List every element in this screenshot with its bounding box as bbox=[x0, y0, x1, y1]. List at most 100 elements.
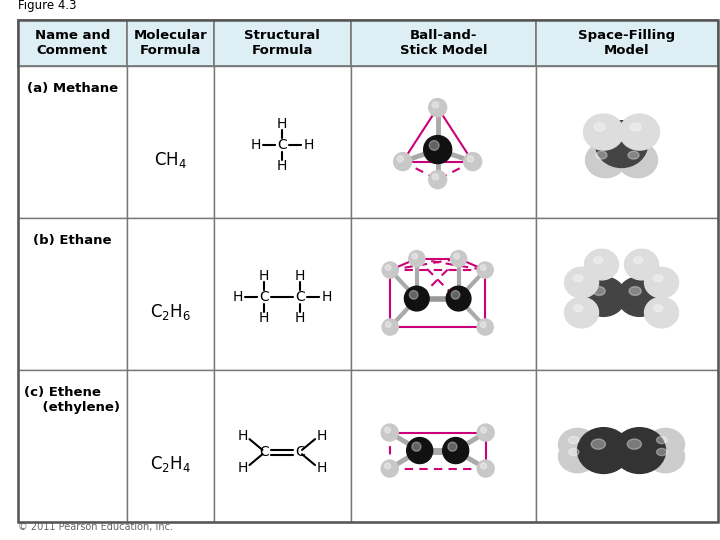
Ellipse shape bbox=[591, 439, 606, 449]
Ellipse shape bbox=[594, 123, 605, 131]
Text: H: H bbox=[317, 461, 327, 475]
Bar bbox=[214, 370, 351, 522]
Ellipse shape bbox=[657, 448, 667, 456]
Text: —: — bbox=[263, 138, 276, 151]
Circle shape bbox=[432, 174, 438, 180]
Bar bbox=[18, 66, 127, 218]
Circle shape bbox=[480, 322, 486, 327]
Text: H: H bbox=[277, 117, 287, 131]
Ellipse shape bbox=[627, 439, 642, 449]
Circle shape bbox=[477, 460, 494, 477]
Bar bbox=[18, 20, 127, 66]
Text: Molecular
Formula: Molecular Formula bbox=[133, 29, 207, 57]
Bar bbox=[127, 370, 214, 522]
Circle shape bbox=[382, 319, 398, 335]
Ellipse shape bbox=[593, 257, 603, 264]
Bar bbox=[214, 218, 351, 370]
Text: H: H bbox=[238, 429, 248, 443]
Text: Name and
Comment: Name and Comment bbox=[35, 29, 110, 57]
Circle shape bbox=[412, 442, 421, 451]
Bar bbox=[18, 218, 127, 370]
Ellipse shape bbox=[593, 287, 606, 295]
Text: —: — bbox=[289, 138, 302, 151]
Circle shape bbox=[467, 156, 474, 162]
Circle shape bbox=[451, 291, 460, 299]
Circle shape bbox=[381, 460, 398, 477]
Circle shape bbox=[385, 265, 391, 271]
Circle shape bbox=[384, 427, 390, 433]
Text: Figure 4.3: Figure 4.3 bbox=[18, 0, 76, 12]
Circle shape bbox=[429, 140, 439, 150]
Bar bbox=[214, 20, 351, 66]
Ellipse shape bbox=[654, 305, 663, 312]
Bar bbox=[351, 370, 536, 522]
Ellipse shape bbox=[577, 428, 629, 474]
Circle shape bbox=[409, 251, 425, 267]
Text: H: H bbox=[251, 138, 261, 152]
Ellipse shape bbox=[629, 287, 642, 295]
Text: C: C bbox=[277, 138, 287, 152]
Text: $\mathregular{C_2H_6}$: $\mathregular{C_2H_6}$ bbox=[150, 302, 191, 322]
Ellipse shape bbox=[647, 441, 685, 472]
Ellipse shape bbox=[634, 257, 643, 264]
Text: (a) Methane: (a) Methane bbox=[27, 82, 118, 95]
Ellipse shape bbox=[596, 151, 607, 159]
Circle shape bbox=[381, 424, 398, 441]
Text: H: H bbox=[277, 159, 287, 173]
Bar bbox=[351, 66, 536, 218]
Circle shape bbox=[464, 153, 482, 171]
Ellipse shape bbox=[628, 151, 639, 159]
Text: H: H bbox=[238, 461, 248, 475]
Circle shape bbox=[454, 253, 459, 259]
Text: C: C bbox=[295, 445, 305, 459]
Circle shape bbox=[407, 437, 433, 463]
Circle shape bbox=[477, 424, 494, 441]
Ellipse shape bbox=[624, 249, 659, 280]
Ellipse shape bbox=[585, 249, 618, 280]
Text: Space-Filling
Model: Space-Filling Model bbox=[578, 29, 675, 57]
Ellipse shape bbox=[573, 305, 582, 312]
Text: (c) Ethene
    (ethylene): (c) Ethene (ethylene) bbox=[24, 386, 120, 414]
Bar bbox=[18, 370, 127, 522]
Bar bbox=[127, 66, 214, 218]
Text: H: H bbox=[321, 290, 331, 304]
Ellipse shape bbox=[585, 143, 626, 178]
Ellipse shape bbox=[613, 428, 665, 474]
Text: H: H bbox=[303, 138, 313, 152]
Circle shape bbox=[412, 253, 418, 259]
Text: —: — bbox=[307, 289, 320, 302]
Ellipse shape bbox=[569, 448, 579, 456]
Ellipse shape bbox=[644, 297, 678, 328]
Ellipse shape bbox=[618, 277, 662, 316]
Circle shape bbox=[384, 463, 390, 469]
Text: C: C bbox=[259, 445, 269, 459]
Ellipse shape bbox=[559, 441, 597, 472]
Ellipse shape bbox=[644, 267, 678, 298]
Bar bbox=[536, 20, 718, 66]
Ellipse shape bbox=[647, 428, 685, 461]
Ellipse shape bbox=[569, 436, 579, 444]
Circle shape bbox=[480, 427, 487, 433]
Circle shape bbox=[410, 291, 418, 299]
Bar bbox=[536, 370, 718, 522]
Text: $\mathregular{CH_4}$: $\mathregular{CH_4}$ bbox=[154, 150, 186, 170]
Bar bbox=[127, 218, 214, 370]
Ellipse shape bbox=[564, 297, 598, 328]
Circle shape bbox=[405, 286, 429, 311]
Bar bbox=[536, 218, 718, 370]
Ellipse shape bbox=[573, 275, 582, 282]
Circle shape bbox=[382, 262, 398, 278]
Text: (b) Ethane: (b) Ethane bbox=[33, 234, 112, 247]
Text: H: H bbox=[259, 310, 269, 325]
Circle shape bbox=[385, 322, 391, 327]
Circle shape bbox=[480, 463, 487, 469]
Text: H: H bbox=[317, 429, 327, 443]
Circle shape bbox=[451, 251, 467, 267]
Text: H: H bbox=[233, 290, 243, 304]
Circle shape bbox=[423, 136, 451, 164]
Ellipse shape bbox=[564, 267, 598, 298]
Ellipse shape bbox=[630, 123, 641, 131]
Bar bbox=[351, 218, 536, 370]
Circle shape bbox=[477, 262, 493, 278]
Circle shape bbox=[443, 437, 469, 463]
